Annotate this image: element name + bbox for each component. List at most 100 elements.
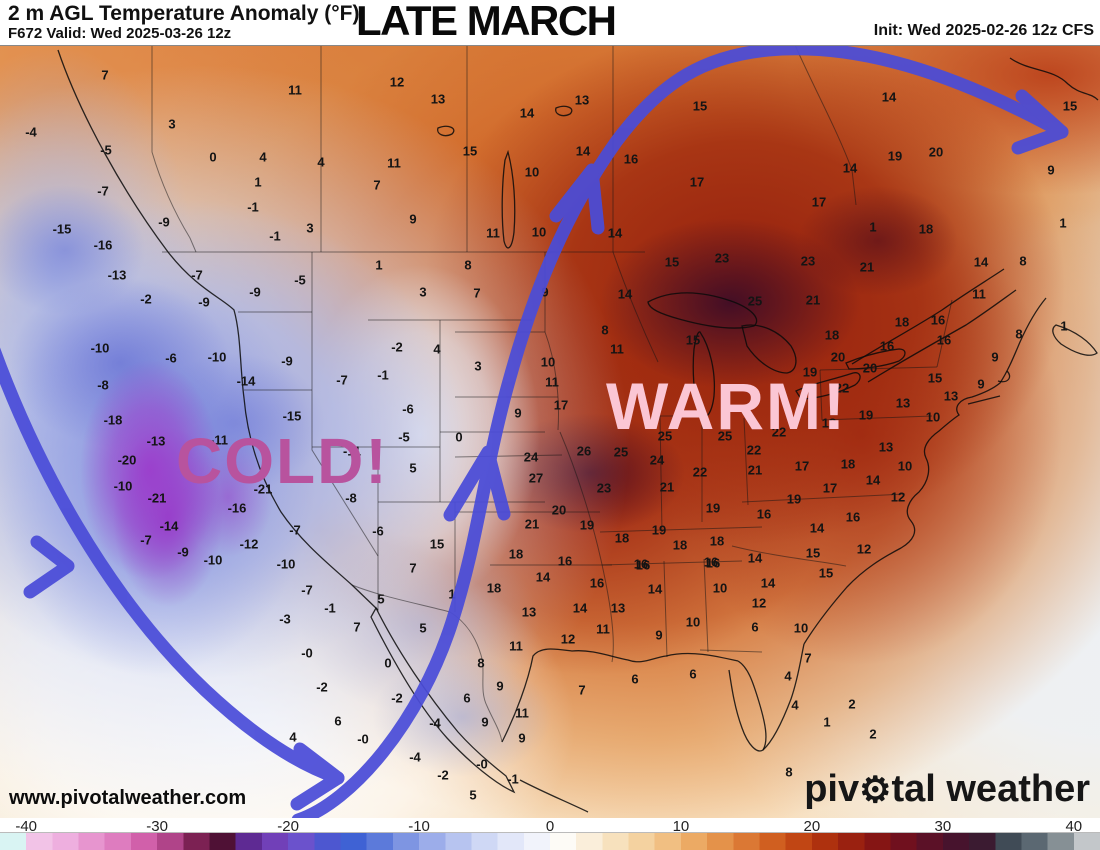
station-value: 7 [353,619,361,635]
pivotal-weather-logo: piv⚙tal weather [804,768,1090,811]
station-value: 16 [703,554,719,570]
station-value: 16 [635,557,651,573]
station-value: 2 [869,726,877,742]
station-value: 15 [685,332,701,348]
station-value: 17 [553,397,569,413]
station-value: 10 [897,458,913,474]
station-value: -13 [146,433,166,449]
colorbar-tick-label: -10 [408,818,430,835]
colorbar-tick-label: 10 [672,818,690,835]
station-value: 24 [523,449,539,465]
station-value: 27 [528,470,544,486]
station-value: 16 [756,506,772,522]
station-value: 9 [514,405,522,421]
station-value: 14 [617,286,633,302]
station-value: 8 [464,257,472,273]
station-value: 14 [647,581,663,597]
station-value: 15 [805,545,821,561]
station-value: 18 [824,327,840,343]
station-value: 7 [578,682,586,698]
map-title: 2 m AGL Temperature Anomaly (°F) [8,2,360,25]
station-value: 11 [545,374,559,390]
station-value: 6 [631,671,639,687]
warm-annotation-label: WARM! [606,369,847,443]
station-value: 7 [409,560,417,576]
station-value: 7 [804,650,812,666]
station-value: 12 [560,631,576,647]
colorbar-tick-label: -20 [277,818,299,835]
station-value: 6 [463,690,471,706]
station-value: 13 [430,91,446,107]
cold-flow-arrow [0,347,345,785]
station-value: 18 [508,546,524,562]
station-value: 22 [692,464,708,480]
station-value: -7 [97,183,109,199]
station-value: 21 [859,259,875,275]
station-value: -4 [25,124,37,140]
station-value: 11 [610,341,624,357]
station-value: 19 [786,491,802,507]
colorbar-tick-label: 20 [803,818,821,835]
station-value: 10 [531,224,547,240]
station-value: 7 [373,177,381,193]
colorbar-tick-label: 40 [1065,818,1083,835]
station-value: 13 [878,439,894,455]
station-value: 13 [610,600,626,616]
station-value: -4 [429,715,441,731]
station-value: 18 [709,533,725,549]
colorbar-tick-label: -40 [15,818,38,835]
station-value: 13 [895,395,911,411]
station-value: 16 [936,332,952,348]
station-value: 17 [811,194,827,210]
station-value: -5 [294,272,306,288]
station-value: 16 [589,575,605,591]
station-value: 13 [521,604,537,620]
station-value: -1 [377,367,389,383]
station-value: 9 [541,284,549,300]
station-value: 15 [818,565,834,581]
station-value: -9 [249,284,261,300]
colorbar-gradient [0,832,1100,850]
station-value: 15 [664,254,680,270]
colorbar-tick-label: 30 [934,818,952,835]
station-value: 20 [551,502,567,518]
station-value: 11 [596,621,610,637]
station-value: 12 [890,489,906,505]
logo-text-post: tal weather [891,768,1090,810]
station-value: 22 [771,424,787,440]
station-value: 14 [842,160,858,176]
station-value: 1 [448,586,456,602]
station-value: 10 [925,409,941,425]
logo-text-pre: piv [804,768,860,810]
station-value: 7 [473,285,481,301]
station-value: 4 [433,341,441,357]
station-value: 12 [389,74,405,90]
station-value: 15 [462,143,478,159]
station-value: -10 [203,552,223,568]
station-value: 14 [747,550,763,566]
station-value: 14 [535,569,551,585]
station-value: 16 [845,509,861,525]
station-value: 4 [784,668,792,684]
station-value: 0 [384,655,392,671]
station-value: 5 [377,591,385,607]
station-value: 21 [524,516,540,532]
station-value: 0 [209,149,217,165]
station-value: -2 [140,291,152,307]
station-value: 21 [805,292,821,308]
station-value: -16 [93,237,113,253]
station-value: 1 [869,219,877,235]
station-value: 14 [881,89,897,105]
init-time-label: Init: Wed 2025-02-26 12z CFS [873,22,1094,39]
station-value: 23 [800,253,816,269]
station-value: -15 [52,221,72,237]
station-value: 9 [991,349,999,365]
station-value: -9 [281,353,293,369]
station-value: -16 [227,500,247,516]
station-value: 15 [692,98,708,114]
station-value: 9 [518,730,526,746]
station-value: -18 [103,412,123,428]
station-value: 15 [429,536,445,552]
